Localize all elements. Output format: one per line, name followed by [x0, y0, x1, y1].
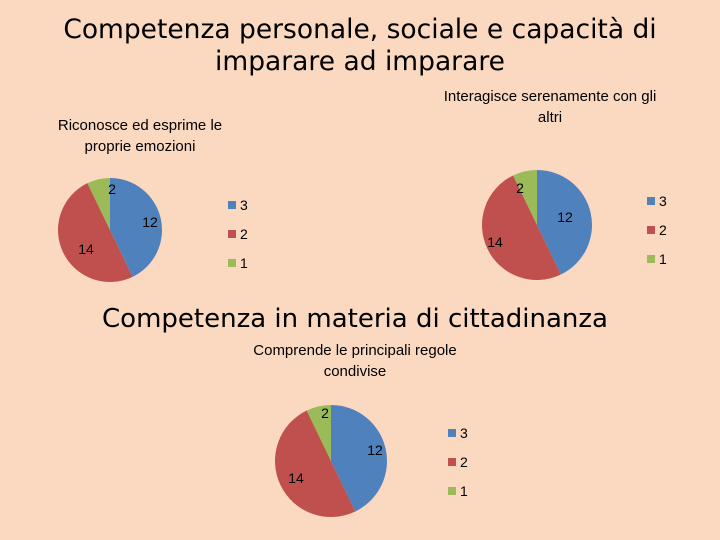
- data-label-1: 2: [108, 181, 116, 197]
- data-label-3: 12: [367, 442, 383, 458]
- legend-item-3: 3: [647, 193, 687, 209]
- data-label-1: 2: [516, 180, 524, 196]
- slide-title: Competenza personale, sociale e capacità…: [63, 14, 657, 77]
- data-label-3: 12: [142, 214, 158, 230]
- legend-label: 2: [659, 222, 667, 238]
- data-label-1: 2: [321, 405, 329, 421]
- legend-swatch: [448, 429, 456, 437]
- pie-slice-1: [87, 178, 110, 230]
- legend-item-3: 3: [228, 197, 268, 213]
- pie-slice-1: [513, 170, 537, 225]
- chart-title-regole: Comprende le principali regole condivise: [253, 342, 457, 380]
- legend-label: 2: [460, 454, 468, 470]
- section-title: Competenza in materia di cittadinanza: [102, 304, 608, 334]
- legend-label: 3: [460, 425, 468, 441]
- legend-swatch: [228, 230, 236, 238]
- pie-slice-3: [110, 178, 162, 277]
- legend-emozioni: 3 2 1: [228, 197, 268, 271]
- legend-item-1: 1: [448, 483, 488, 499]
- pie-chart-interagisce: 12 14 2: [482, 170, 592, 280]
- legend-item-1: 1: [228, 255, 268, 271]
- data-label-3: 12: [557, 209, 573, 225]
- legend-interagisce: 3 2 1: [647, 193, 687, 267]
- legend-label: 3: [659, 193, 667, 209]
- legend-swatch: [448, 458, 456, 466]
- pie-slice-2: [482, 175, 561, 280]
- pie-chart-emozioni: 12 14 2: [58, 178, 162, 282]
- legend-item-1: 1: [647, 251, 687, 267]
- legend-label: 3: [240, 197, 248, 213]
- pie-slice-2: [58, 183, 133, 282]
- legend-item-2: 2: [647, 222, 687, 238]
- data-label-2: 14: [288, 470, 304, 486]
- pie-slice-3: [331, 405, 387, 512]
- legend-label: 1: [240, 255, 248, 271]
- chart-title-emozioni: Riconosce ed esprime le proprie emozioni: [57, 117, 223, 155]
- legend-label: 1: [659, 251, 667, 267]
- pie-slice-3: [537, 170, 592, 275]
- legend-regole: 3 2 1: [448, 425, 488, 499]
- data-label-2: 14: [78, 241, 94, 257]
- pie-chart-regole: 12 14 2: [275, 405, 387, 517]
- pie-slice-1: [306, 405, 331, 461]
- legend-item-3: 3: [448, 425, 488, 441]
- legend-swatch: [647, 255, 655, 263]
- legend-swatch: [448, 487, 456, 495]
- legend-label: 1: [460, 483, 468, 499]
- legend-swatch: [647, 197, 655, 205]
- chart-title-interagisce: Interagisce serenamente con gli altri: [443, 88, 657, 126]
- legend-label: 2: [240, 226, 248, 242]
- legend-swatch: [647, 226, 655, 234]
- legend-item-2: 2: [448, 454, 488, 470]
- legend-item-2: 2: [228, 226, 268, 242]
- legend-swatch: [228, 259, 236, 267]
- data-label-2: 14: [487, 234, 503, 250]
- pie-slice-2: [275, 410, 356, 517]
- legend-swatch: [228, 201, 236, 209]
